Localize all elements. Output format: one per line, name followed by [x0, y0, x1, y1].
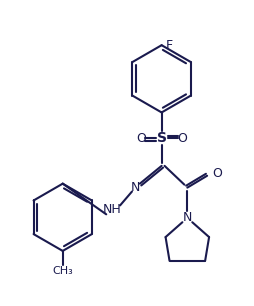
Text: O: O [178, 132, 187, 145]
Text: O: O [136, 132, 146, 145]
Text: O: O [212, 167, 222, 180]
Text: F: F [166, 39, 173, 52]
Text: S: S [157, 131, 167, 145]
Text: N: N [131, 181, 141, 194]
Text: N: N [183, 211, 192, 224]
Text: CH₃: CH₃ [52, 266, 73, 276]
Text: NH: NH [103, 203, 122, 216]
